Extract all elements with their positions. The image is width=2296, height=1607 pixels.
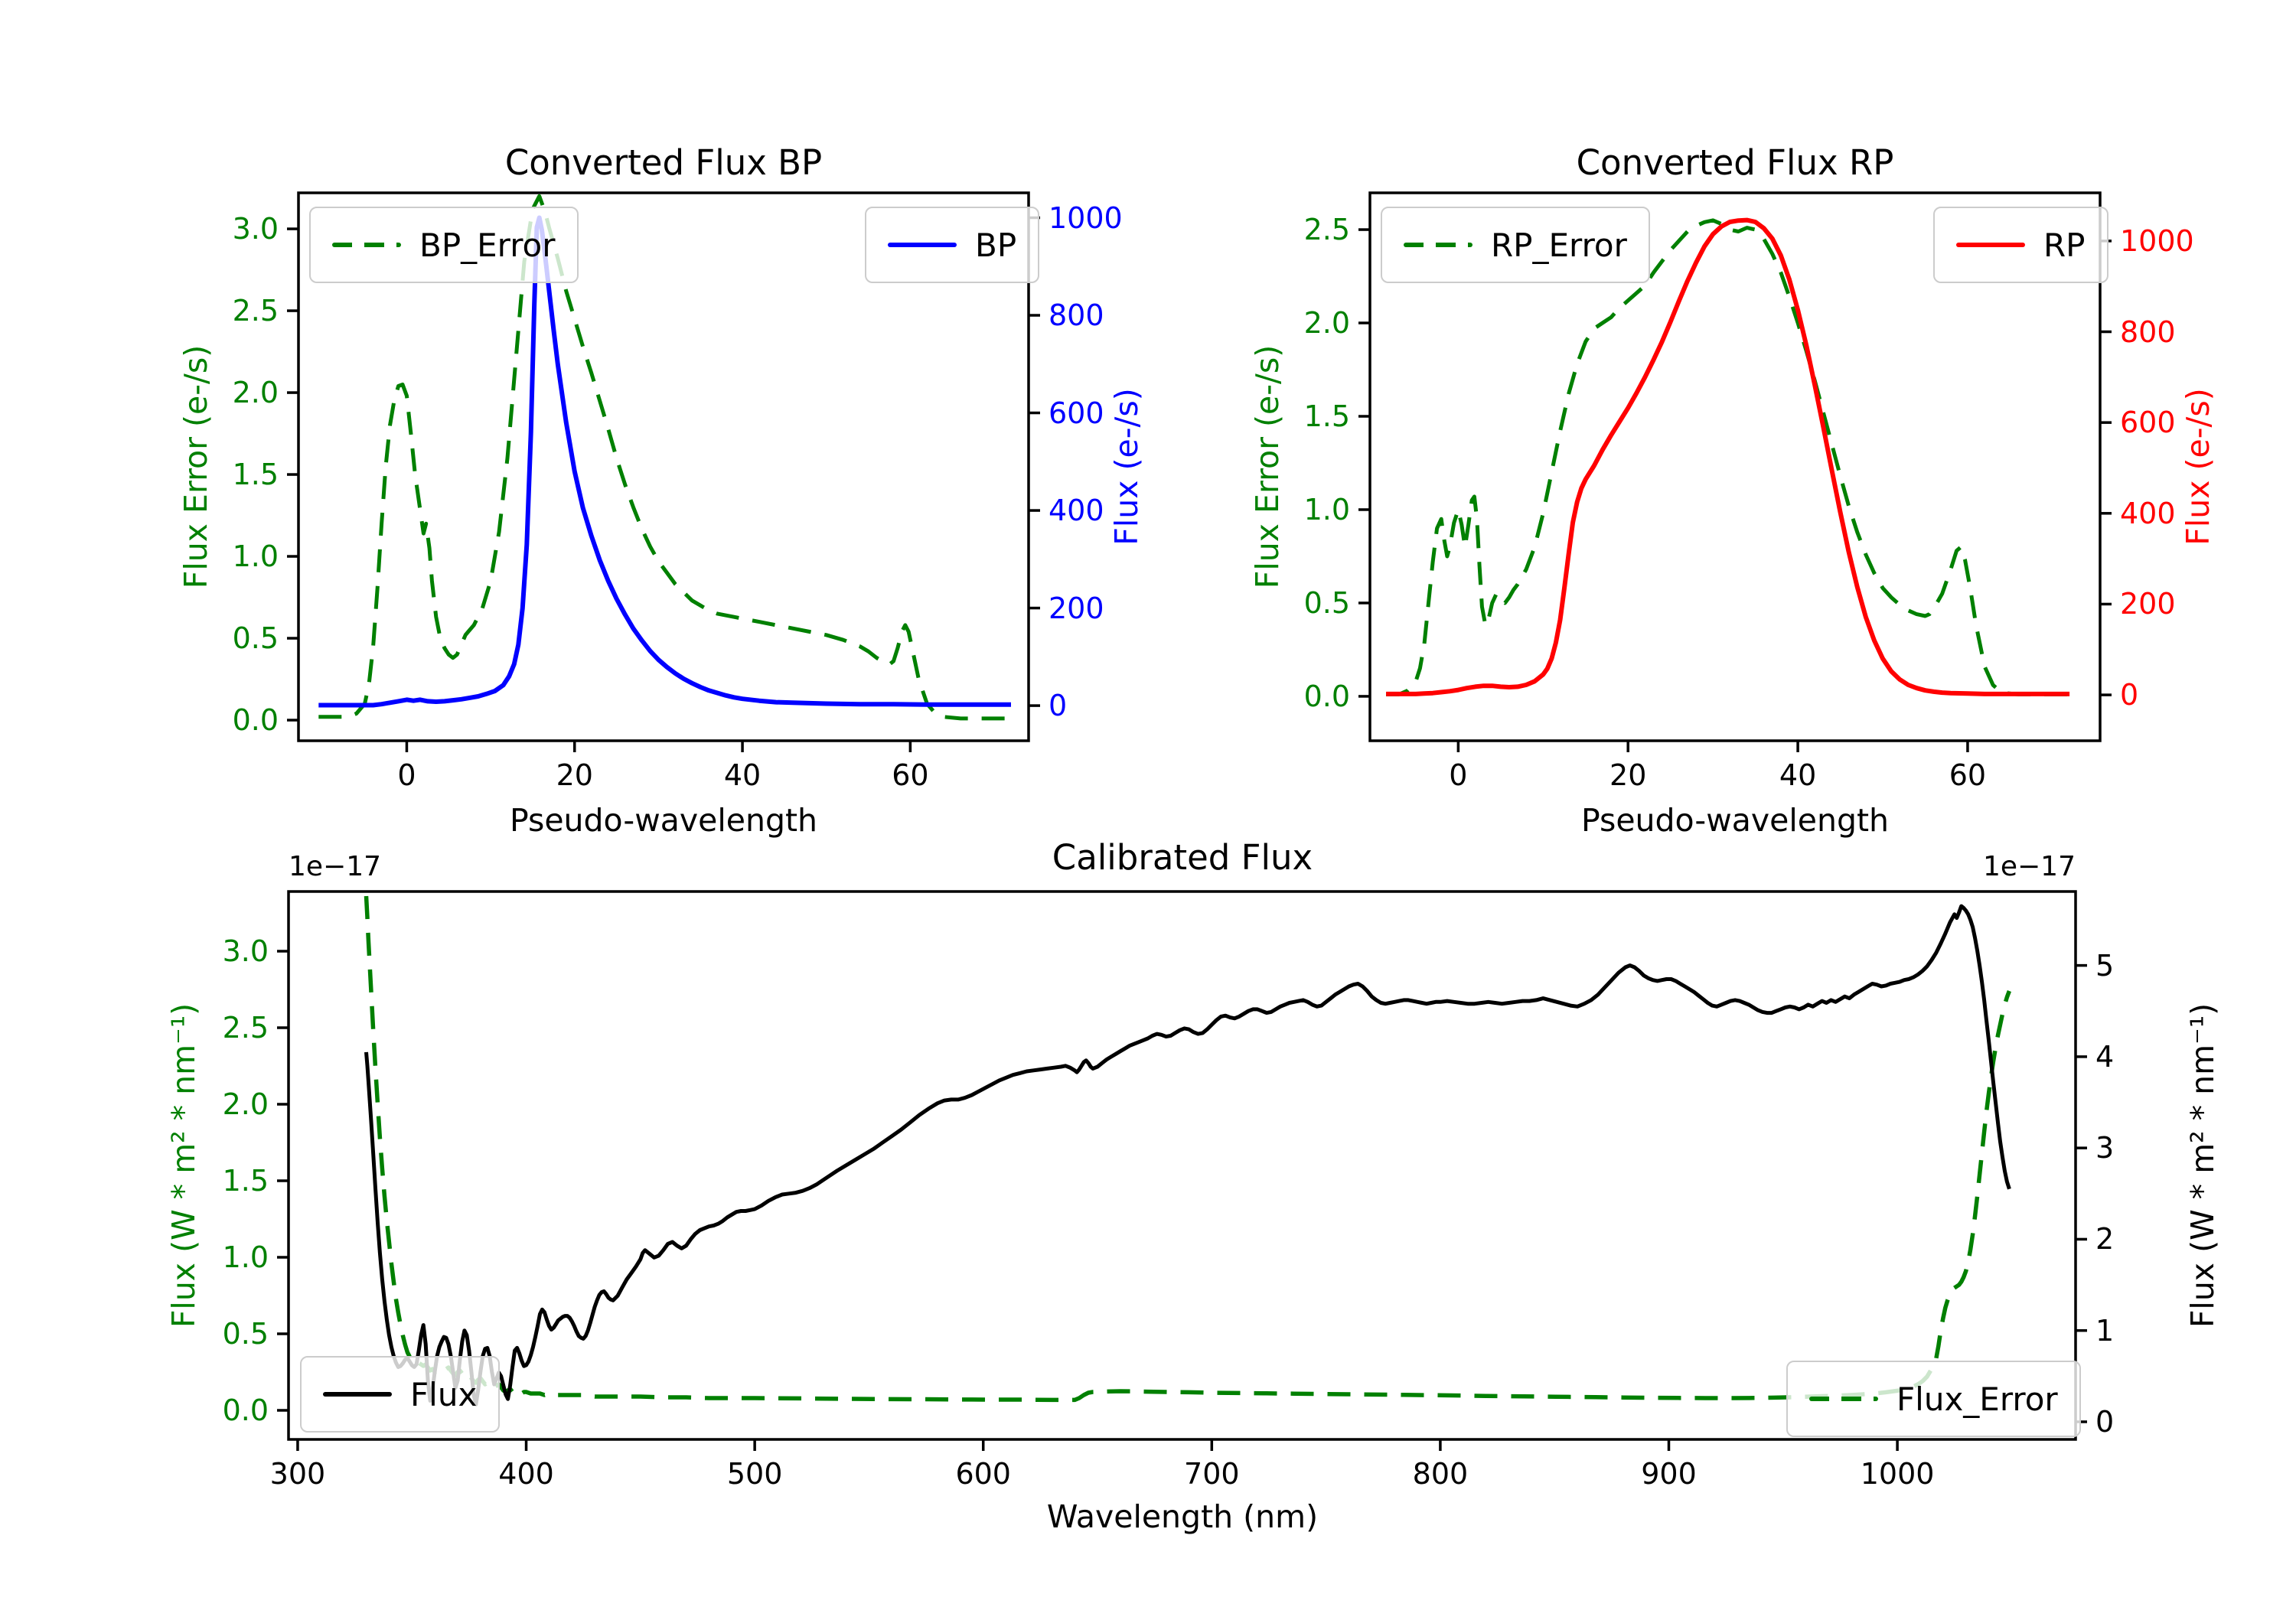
left-tick-label: 0.0 (222, 1393, 269, 1427)
right-tick-label: 200 (1049, 591, 1104, 625)
right-tick-label: 600 (2120, 406, 2176, 440)
right-tick-label: 5 (2095, 948, 2115, 983)
right-tick-label: 800 (2120, 315, 2176, 349)
x-tick-label: 1000 (1860, 1457, 1935, 1491)
chart-title-rp: Converted Flux RP (1576, 142, 1894, 183)
x-tick-label: 60 (1949, 758, 1987, 792)
bp-legend: BP (865, 207, 1040, 283)
left-tick-label: 3.0 (222, 934, 269, 968)
bp-right-axis-label: Flux (e-/s) (1108, 388, 1145, 546)
left-tick-label: 2.0 (232, 376, 279, 410)
left-tick-label: 2.0 (1303, 306, 1350, 341)
series-RP_Error (1386, 218, 2070, 696)
left-tick-label: 1.5 (222, 1164, 269, 1198)
flux-legend-line-icon (323, 1392, 392, 1397)
left-tick-label: 3.0 (232, 212, 279, 246)
rp-error-legend-label: RP_Error (1491, 226, 1627, 264)
left-tick-label: 1.0 (232, 539, 279, 574)
left-tick-label: 2.0 (222, 1087, 269, 1121)
bp-error-legend: BP_Error (309, 207, 579, 283)
rp-right-axis-label: Flux (e-/s) (2180, 388, 2216, 546)
left-tick-label: 2.5 (222, 1011, 269, 1045)
series-RP (1386, 217, 2070, 696)
series-BP (318, 215, 1011, 708)
rp-error-legend-line-icon (1404, 243, 1473, 247)
bp-x-axis-label: Pseudo-wavelength (509, 802, 818, 839)
x-tick-label: 400 (498, 1457, 554, 1491)
series-Flux (364, 904, 2011, 1407)
x-tick-label: 700 (1184, 1457, 1240, 1491)
right-tick-label: 600 (1049, 396, 1104, 430)
flux-error-legend: Flux_Error (1786, 1361, 2081, 1437)
right-tick-label: 200 (2120, 587, 2176, 621)
bp-error-legend-label: BP_Error (419, 226, 556, 264)
rp-error-legend: RP_Error (1381, 207, 1650, 283)
x-tick-label: 40 (1779, 758, 1817, 792)
left-tick-label: 0.0 (232, 703, 279, 738)
x-tick-label: 20 (1609, 758, 1647, 792)
calibrated-left-axis-label: Flux (W * m² * nm⁻¹) (165, 1002, 202, 1328)
right-tick-label: 400 (2120, 496, 2176, 530)
rp-legend-line-icon (1956, 243, 2025, 247)
x-tick-label: 20 (556, 758, 593, 792)
flux-error-legend-line-icon (1809, 1397, 1878, 1401)
x-tick-label: 600 (955, 1457, 1011, 1491)
left-tick-label: 2.5 (232, 294, 279, 328)
right-tick-label: 1 (2095, 1313, 2115, 1348)
left-tick-label: 0.0 (1303, 679, 1350, 713)
x-tick-label: 40 (723, 758, 762, 792)
calibrated-plot-area (277, 890, 2087, 1451)
flux-error-legend-label: Flux_Error (1896, 1380, 2058, 1418)
chart-title-bp: Converted Flux BP (504, 142, 823, 183)
left-tick-label: 0.5 (222, 1317, 269, 1351)
x-tick-label: 900 (1641, 1457, 1697, 1491)
right-tick-label: 0 (1049, 689, 1068, 723)
bp-error-legend-line-icon (332, 243, 401, 247)
right-tick-label: 1000 (2120, 223, 2194, 258)
axes-frame (287, 890, 2077, 1441)
x-tick-label: 60 (892, 758, 929, 792)
x-tick-label: 0 (1449, 758, 1468, 792)
right-tick-label: 4 (2095, 1039, 2115, 1074)
calibrated-x-axis-label: Wavelength (nm) (1046, 1498, 1319, 1535)
left-tick-label: 0.5 (1303, 585, 1350, 620)
left-tick-label: 2.5 (1303, 213, 1350, 247)
bp-plot-area (287, 191, 1040, 752)
rp-x-axis-label: Pseudo-wavelength (1580, 802, 1890, 839)
right-tick-label: 400 (1049, 494, 1104, 528)
x-tick-label: 500 (726, 1457, 783, 1491)
left-tick-label: 1.5 (232, 458, 279, 492)
right-tick-label: 3 (2095, 1131, 2115, 1165)
rp-left-axis-label: Flux Error (e-/s) (1249, 344, 1286, 589)
right-tick-label: 0 (2120, 678, 2139, 712)
series-Flux_Error (364, 895, 2011, 1403)
x-tick-label: 0 (397, 758, 416, 792)
bp-legend-line-icon (888, 243, 957, 247)
x-tick-label: 800 (1412, 1457, 1469, 1491)
calibrated-left-offset-text: 1e−17 (289, 851, 382, 882)
right-tick-label: 0 (2095, 1404, 2115, 1439)
left-tick-label: 1.5 (1303, 399, 1350, 433)
right-tick-label: 2 (2095, 1222, 2115, 1257)
chart-title-calibrated: Calibrated Flux (1052, 837, 1313, 878)
calibrated-right-offset-text: 1e−17 (1982, 851, 2076, 882)
series-BP_Error (318, 194, 1011, 721)
rp-legend-label: RP (2043, 226, 2086, 264)
right-tick-label: 800 (1049, 298, 1104, 333)
bp-legend-label: BP (975, 226, 1017, 264)
axes-frame (1368, 191, 2102, 742)
left-tick-label: 0.5 (232, 621, 279, 656)
bp-left-axis-label: Flux Error (e-/s) (178, 344, 214, 589)
rp-legend: RP (1933, 207, 2108, 283)
calibrated-right-axis-label: Flux (W * m² * nm⁻¹) (2184, 1002, 2221, 1328)
axes-frame (297, 191, 1030, 742)
flux-legend-label: Flux (410, 1375, 478, 1413)
x-tick-label: 300 (269, 1457, 326, 1491)
left-tick-label: 1.0 (1303, 492, 1350, 526)
right-tick-label: 1000 (1049, 200, 1123, 235)
flux-legend: Flux (300, 1356, 501, 1433)
left-tick-label: 1.0 (222, 1240, 269, 1274)
